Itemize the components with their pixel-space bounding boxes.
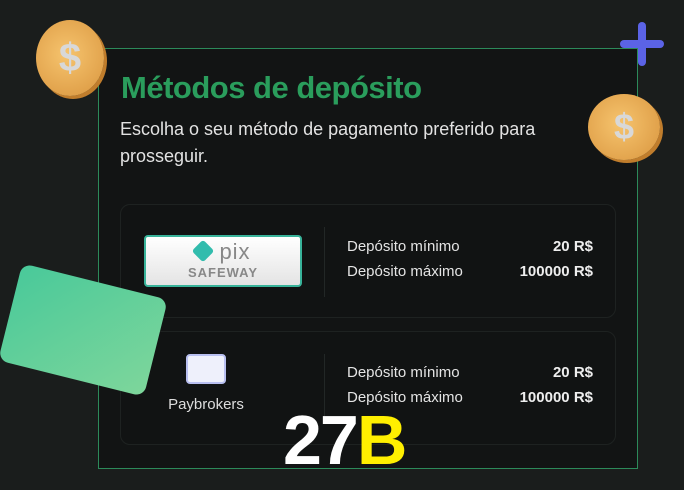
max-value: 100000 R$: [519, 263, 593, 280]
max-label: Depósito máximo: [347, 389, 463, 406]
logo-text: pix: [219, 239, 251, 264]
method-pix[interactable]: pix SAFEWAY Depósito mínimo 20 R$ Depósi…: [120, 204, 616, 318]
coin-icon: $: [36, 20, 104, 96]
pix-icon: [192, 239, 215, 263]
min-value: 20 R$: [552, 238, 593, 255]
min-label: Depósito mínimo: [347, 364, 460, 381]
sparkle-icon: [620, 22, 664, 66]
watermark: 27B: [283, 400, 408, 480]
coin-icon: $: [588, 94, 660, 160]
watermark-part2: B: [356, 401, 408, 479]
watermark-part1: 27: [283, 401, 359, 479]
divider: [324, 354, 325, 424]
method-paybrokers[interactable]: Paybrokers Depósito mínimo 20 R$ Depósit…: [120, 331, 616, 445]
min-label: Depósito mínimo: [347, 238, 460, 255]
pix-safeway-logo: pix SAFEWAY: [144, 235, 302, 287]
divider: [324, 227, 325, 297]
page-title: Métodos de depósito: [121, 70, 422, 105]
credit-card-icon: [186, 354, 226, 384]
max-label: Depósito máximo: [347, 263, 463, 280]
method-name: Paybrokers: [168, 396, 244, 413]
logo-subtext: SAFEWAY: [187, 265, 259, 280]
page-subtitle: Escolha o seu método de pagamento prefer…: [120, 119, 536, 166]
min-value: 20 R$: [552, 364, 593, 381]
max-value: 100000 R$: [519, 389, 593, 406]
